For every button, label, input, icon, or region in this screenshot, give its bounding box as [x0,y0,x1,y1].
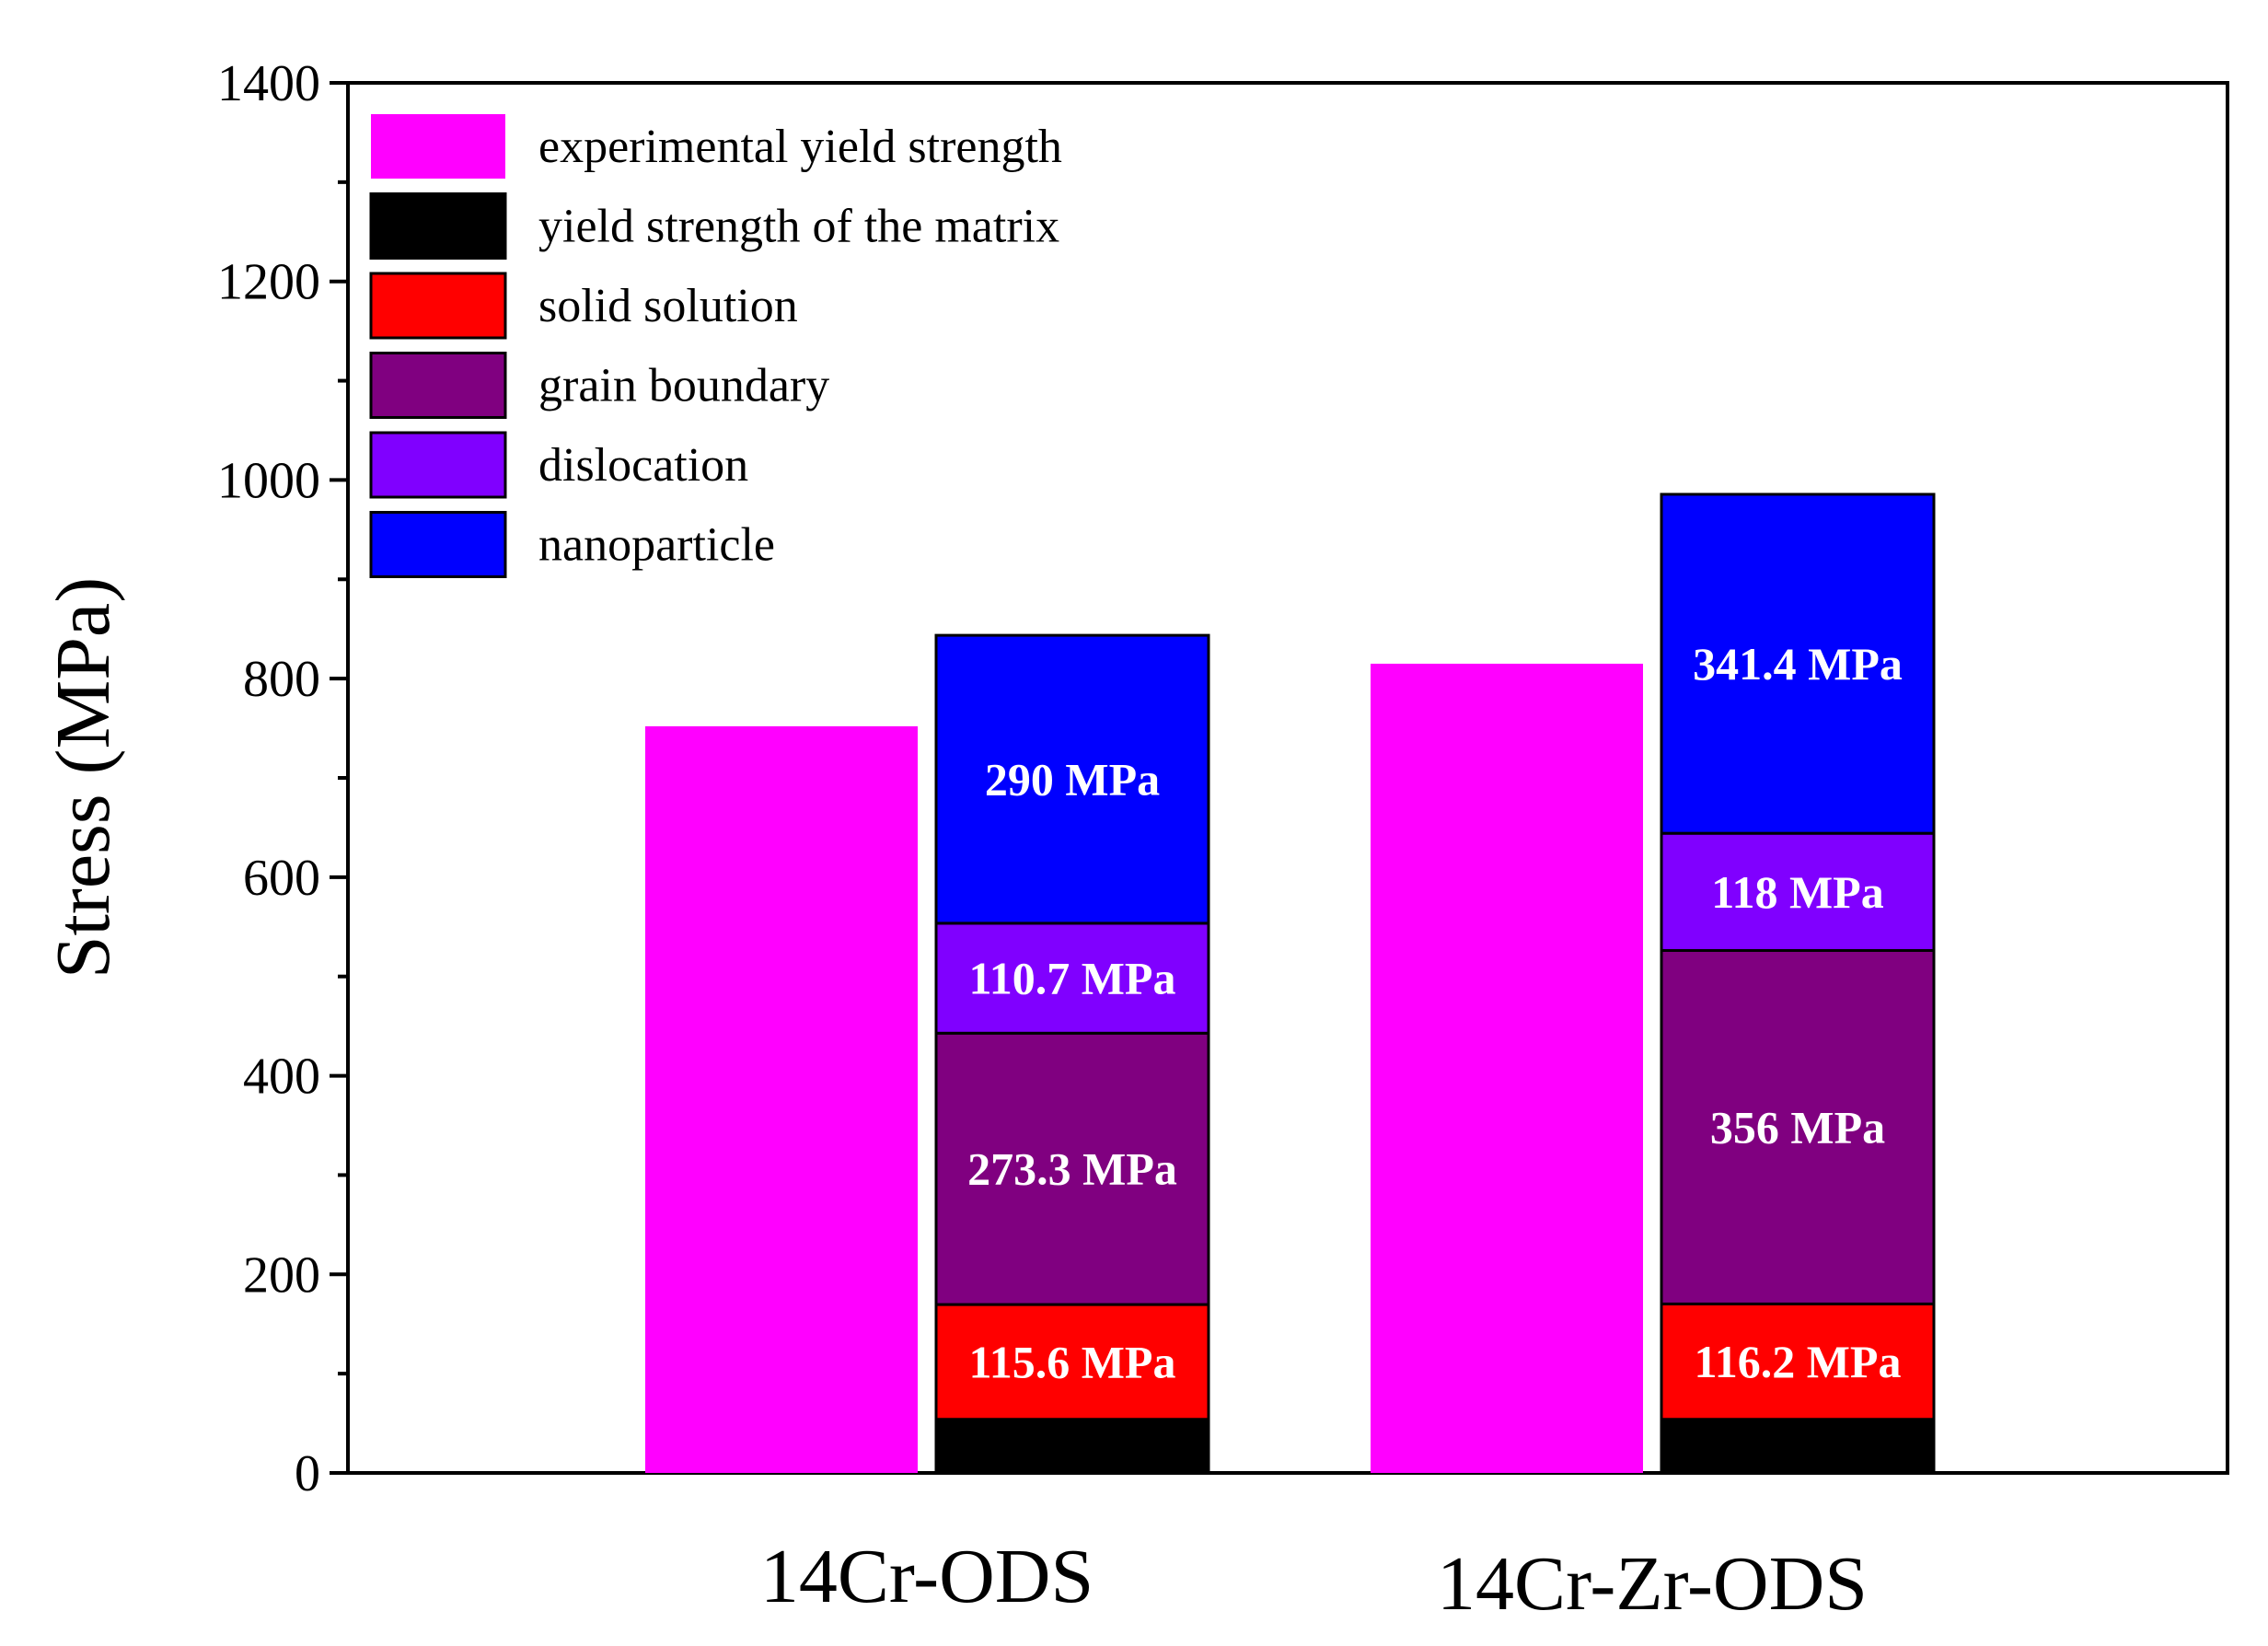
segment-value-label: 356 MPa [1710,1101,1885,1153]
legend-label: experimental yield strength [538,121,1062,173]
segment-value-label: 116.2 MPa [1695,1336,1902,1387]
category-label-0: 14Cr-ODS [760,1534,1094,1619]
y-axis-title: Stress (MPa) [40,577,126,979]
category-label-1: 14Cr-Zr-ODS [1437,1541,1868,1627]
y-tick-label: 600 [243,850,320,907]
y-tick-label: 0 [295,1445,320,1502]
bar-segment-solid-solution [1660,1302,1936,1421]
segment-value-label: 110.7 MPa [969,953,1176,1004]
bar-segment-yield-strength-of-the-matrix [934,1418,1210,1475]
y-tick-label: 400 [243,1049,320,1106]
segment-value-label: 290 MPa [985,754,1160,806]
legend-swatch [369,272,507,340]
y-tick-label: 1200 [217,254,320,311]
bar-experimental-yield-strength [645,725,918,1473]
bar-segment-grain-boundary [934,1031,1210,1306]
legend-swatch [369,511,507,578]
bar-experimental-yield-strength [1371,663,1643,1473]
bar-segment-nanoparticle [1660,493,1936,835]
bar-segment-dislocation [1660,831,1936,952]
bar-segment-grain-boundary [1660,948,1936,1305]
legend-label: dislocation [538,439,748,492]
legend-label: nanoparticle [538,519,775,572]
segment-value-label: 115.6 MPa [969,1336,1176,1387]
legend-label: yield strength of the matrix [538,201,1059,253]
legend-label: grain boundary [538,360,829,412]
bar-segment-nanoparticle [934,633,1210,925]
legend-swatch [369,192,507,260]
y-tick-label: 800 [243,651,320,708]
legend-swatch [369,431,507,499]
segment-value-label: 341.4 MPa [1693,638,1903,690]
legend-label: solid solution [538,280,798,332]
y-tick-label: 200 [243,1246,320,1304]
segment-value-label: 118 MPa [1711,866,1883,918]
legend-swatch [371,114,505,179]
y-tick-label: 1400 [217,55,320,112]
segment-value-label: 273.3 MPa [967,1143,1177,1195]
bar-segment-yield-strength-of-the-matrix [1660,1418,1936,1475]
legend-swatch [369,352,507,419]
y-tick-label: 1000 [217,452,320,509]
